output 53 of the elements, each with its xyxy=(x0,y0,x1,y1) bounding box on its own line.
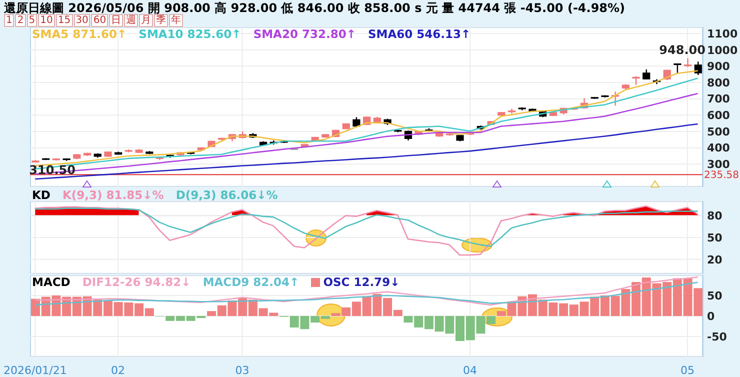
text: 60 xyxy=(91,14,108,27)
text: SMA10 825.60↑ xyxy=(138,27,242,41)
text: 週 xyxy=(124,14,138,27)
text: 2 xyxy=(15,14,26,27)
text: 30 xyxy=(74,14,90,27)
text: 5 xyxy=(26,14,38,27)
chart-title: KD xyxy=(32,188,50,202)
candlestick xyxy=(674,63,682,74)
y-tick-label: -50 xyxy=(707,330,728,344)
text: SMA5 871.60↑ xyxy=(32,27,127,41)
x-tick-label: 02 xyxy=(111,364,126,377)
candlestick xyxy=(684,58,692,68)
y-tick-label: 600 xyxy=(707,109,730,122)
x-tick-label: 03 xyxy=(235,364,250,377)
text: SMA20 732.80↑ xyxy=(253,27,356,41)
y-tick-label: 1000 xyxy=(707,44,738,57)
y-tick-label: 0 xyxy=(707,310,715,323)
y-tick-label: 900 xyxy=(707,60,730,74)
candlestick xyxy=(642,68,650,80)
annotation: 948.00 xyxy=(658,43,706,58)
y-tick-label: 300 xyxy=(707,158,730,172)
x-tick-label: 04 xyxy=(463,364,478,377)
chart-title: MACD xyxy=(32,275,70,289)
x-tick-label: 2026/01/21 xyxy=(3,364,67,377)
text: 15 xyxy=(56,14,73,27)
y-tick-label: 400 xyxy=(707,142,730,155)
line-series xyxy=(34,205,698,256)
text: 年 xyxy=(169,14,184,27)
text: 10 xyxy=(38,14,55,27)
y-tick-label: 500 xyxy=(707,125,730,138)
series-label: DIF12-26 94.82↓ xyxy=(82,275,191,289)
text: 日 xyxy=(109,14,124,27)
text: 月 xyxy=(139,14,154,27)
text: SMA60 546.13↑ xyxy=(368,27,471,41)
series-label: D(9,3) 86.06↓% xyxy=(176,188,278,202)
series-label: K(9,3) 81.85↓% xyxy=(62,188,164,202)
series-label: MACD9 82.04↑ xyxy=(202,275,300,289)
y-tick-label: 80 xyxy=(707,210,723,223)
text: 季 xyxy=(154,14,168,27)
y-tick-label: 50 xyxy=(707,231,723,244)
chart-title: 還原日線圖 2026/05/06 開 908.00 高 928.00 低 846.00 收 858.00 s 元 量 44744 張 -45.00 (-4.98%) xyxy=(4,0,626,15)
y-tick-label: 1100 xyxy=(707,27,738,40)
line-series xyxy=(34,208,698,247)
y-tick-label: 50 xyxy=(707,289,723,302)
y-tick-label: 700 xyxy=(707,92,730,106)
line-series xyxy=(34,276,698,306)
ref-line-label: 235.58 xyxy=(704,170,739,182)
y-tick-label: 20 xyxy=(707,253,723,266)
text: 1 xyxy=(4,14,14,27)
y-tick-label: 800 xyxy=(707,76,730,90)
x-tick-label: 05 xyxy=(680,364,694,377)
legend-label: OSC 12.79↓ xyxy=(323,275,400,289)
candlestick xyxy=(694,61,702,76)
